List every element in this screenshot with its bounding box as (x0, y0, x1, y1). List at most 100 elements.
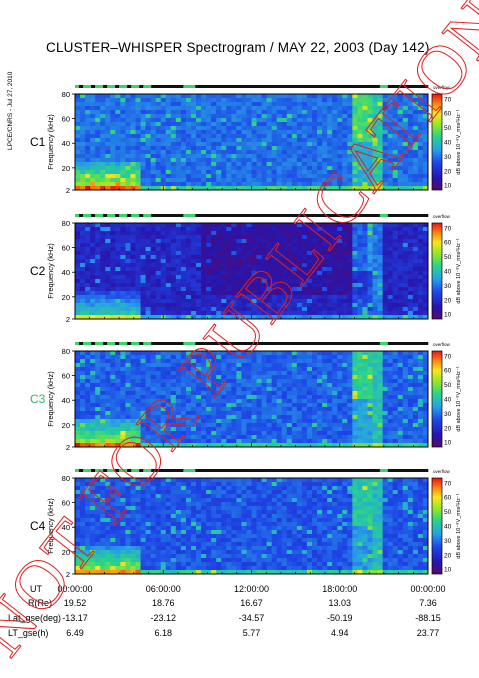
ephemeris-value: 16.67 (240, 598, 263, 608)
ephemeris-value: 12:00:00 (234, 584, 269, 594)
spectrogram-c1 (75, 94, 429, 191)
ephemeris-value: 00:00:00 (410, 584, 445, 594)
colorbar-top-label: overflow (433, 469, 451, 474)
y-tick-label: 20 (62, 548, 70, 557)
ephemeris-value: 06:00:00 (146, 584, 181, 594)
y-tick-label: 80 (62, 474, 70, 483)
colorbar-tick-label: 50 (444, 509, 452, 516)
ephemeris-value: -88.15 (415, 613, 441, 623)
colorbar-tick-label: 40 (444, 140, 452, 147)
y-tick-label: 2 (66, 315, 70, 324)
colorbar-tick-label: 60 (444, 111, 452, 118)
colorbar-tick-label: 20 (444, 425, 452, 432)
ephemeris-value: 00:00:00 (57, 584, 92, 594)
spectrogram-c3 (75, 351, 429, 448)
panel-c3: C3 Frequency (kHz) 80 60 40 20 2 overflow 70 60 50… (30, 342, 462, 452)
y-axis-label: Frequency (kHz) (46, 243, 55, 299)
colorbar-label: dB above 10⁻⁸V_rms²Hz⁻¹ (455, 238, 462, 303)
ephemeris-label: R(Re) (28, 598, 52, 608)
ephemeris-value: -23.12 (150, 613, 176, 623)
colorbar-tick-label: 50 (444, 125, 452, 132)
y-tick-label: 40 (62, 396, 70, 405)
colorbar-tick-label: 40 (444, 524, 452, 531)
colorbar-tick-label: 60 (444, 368, 452, 375)
colorbar-top-label: overflow (433, 85, 451, 90)
telemetry-bar (75, 469, 429, 472)
colorbar-tick-label: 60 (444, 495, 452, 502)
y-tick-label: 60 (62, 244, 70, 253)
ephemeris-value: 7.36 (419, 598, 437, 608)
ephemeris-value: 5.77 (243, 628, 261, 638)
colorbar-top-label: overflow (433, 214, 451, 219)
y-tick-label: 60 (62, 372, 70, 381)
panel-c4: C4 Frequency (kHz) 80 60 40 20 2 overflow 70 60 50… (30, 469, 462, 579)
colorbar-tick-label: 60 (444, 240, 452, 247)
colorbar-label: dB above 10⁻⁸V_rms²Hz⁻¹ (455, 366, 462, 431)
y-tick-label: 60 (62, 499, 70, 508)
side-stamp: LPCE/CNRS - Jul 27, 2010 (7, 71, 14, 150)
ephemeris-label: Lat_gse(deg) (8, 613, 61, 623)
colorbar-tick-label: 10 (444, 312, 452, 319)
ephemeris-value: 4.94 (331, 628, 349, 638)
ephemeris-value: 6.49 (66, 628, 84, 638)
panel-label: C4 (30, 519, 46, 533)
panel-frame (74, 222, 429, 320)
colorbar-tick-label: 70 (444, 96, 452, 103)
y-tick-label: 40 (62, 268, 70, 277)
ephemeris-value: 6.18 (154, 628, 172, 638)
panel-c1: C1 Frequency (kHz) 80 60 40 20 2 overflow 70 60 50… (30, 85, 462, 195)
y-tick-label: 2 (66, 186, 70, 195)
colorbar (431, 477, 443, 575)
ephemeris-label: UT (30, 584, 42, 594)
colorbar-tick-label: 10 (444, 567, 452, 574)
panel-c2: C2 Frequency (kHz) 80 60 40 20 2 overflow 70 60 50… (30, 214, 462, 324)
y-tick-label: 20 (62, 164, 70, 173)
panel-frame (74, 350, 429, 448)
colorbar-tick-label: 20 (444, 168, 452, 175)
telemetry-bar (75, 214, 429, 217)
colorbar-tick-label: 40 (444, 397, 452, 404)
y-axis-label: Frequency (kHz) (46, 371, 55, 427)
spectrogram-c4 (75, 478, 429, 575)
y-tick-label: 80 (62, 219, 70, 228)
page-title: CLUSTER–WHISPER Spectrogram / MAY 22, 20… (46, 40, 430, 55)
y-tick-label: 80 (62, 347, 70, 356)
telemetry-bar (75, 85, 429, 88)
colorbar-tick-label: 30 (444, 411, 452, 418)
y-tick-label: 2 (66, 443, 70, 452)
panel-label: C3 (30, 392, 46, 406)
telemetry-bar (75, 342, 429, 345)
ephemeris-value: 18.76 (152, 598, 175, 608)
y-tick-label: 2 (66, 570, 70, 579)
colorbar-tick-label: 50 (444, 254, 452, 261)
colorbar-tick-label: 50 (444, 382, 452, 389)
y-tick-label: 40 (62, 139, 70, 148)
colorbar-tick-label: 30 (444, 154, 452, 161)
panel-label: C2 (30, 264, 46, 278)
y-tick-label: 80 (62, 90, 70, 99)
colorbar-tick-label: 10 (444, 440, 452, 447)
colorbar-tick-label: 70 (444, 225, 452, 232)
colorbar-label: dB above 10⁻⁸V_rms²Hz⁻¹ (455, 493, 462, 558)
colorbar (431, 93, 443, 191)
ephemeris-label: LT_gse(h) (8, 628, 48, 638)
y-tick-label: 40 (62, 523, 70, 532)
colorbar-tick-label: 70 (444, 480, 452, 487)
colorbar-tick-label: 20 (444, 297, 452, 304)
colorbar-label: dB above 10⁻⁸V_rms²Hz⁻¹ (455, 109, 462, 174)
colorbar-tick-label: 20 (444, 552, 452, 559)
panel-label: C1 (30, 135, 46, 149)
ephemeris-value: 23.77 (417, 628, 440, 638)
ephemeris-value: -13.17 (62, 613, 88, 623)
colorbar (431, 350, 443, 448)
ephemeris-value: -34.57 (239, 613, 265, 623)
y-tick-label: 60 (62, 115, 70, 124)
colorbar-top-label: overflow (433, 342, 451, 347)
y-axis-label: Frequency (kHz) (46, 498, 55, 554)
colorbar-tick-label: 40 (444, 269, 452, 276)
colorbar-tick-label: 30 (444, 538, 452, 545)
